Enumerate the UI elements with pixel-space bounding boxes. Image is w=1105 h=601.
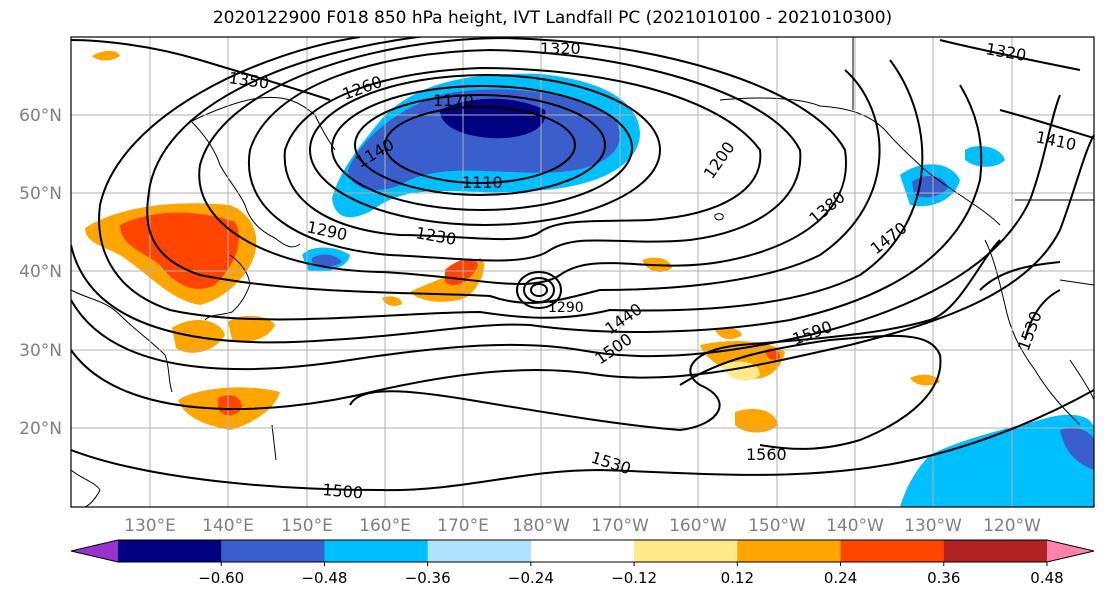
contour-label: 1110 — [462, 173, 503, 192]
colorbar-tick-label: 0.12 — [721, 569, 754, 587]
colorbar-segment — [427, 540, 532, 562]
colorbar-segment — [634, 540, 738, 562]
colorbar-tick-label: 0.24 — [824, 569, 857, 587]
lon-label: 180°W — [512, 516, 570, 536]
lat-label: 20°N — [19, 419, 62, 439]
colorbar-tick-label: 0.48 — [1030, 569, 1063, 587]
colorbar-tick-label: −0.12 — [611, 569, 657, 587]
contour-label: 1320 — [540, 39, 581, 58]
colorbar-outline — [70, 539, 1095, 563]
lon-label: 140°E — [202, 516, 254, 536]
colorbar-segment — [840, 540, 945, 562]
lat-label: 50°N — [19, 184, 62, 204]
contour-label: 1500 — [322, 480, 364, 502]
contour-label: 1170 — [433, 91, 474, 110]
lat-label: 60°N — [19, 106, 62, 126]
colorbar-tick-label: −0.48 — [301, 569, 347, 587]
lon-label: 160°W — [669, 516, 727, 536]
map-frame — [70, 36, 1095, 508]
map-title: 2020122900 F018 850 hPa height, IVT Land… — [212, 8, 893, 28]
lon-label: 150°W — [748, 516, 806, 536]
colorbar-tick-label: 0.36 — [927, 569, 960, 587]
lon-label: 130°E — [124, 516, 176, 536]
colorbar-extend-high — [1047, 540, 1094, 562]
colorbar-segment — [530, 540, 635, 562]
height-contours — [71, 37, 1094, 492]
contour-label: 1290 — [548, 300, 584, 316]
coastlines — [71, 37, 1094, 507]
colorbar-segment — [221, 540, 325, 562]
latitude-labels: 60°N 50°N 40°N 30°N 20°N — [19, 106, 62, 439]
colorbar-tick-label: −0.24 — [508, 569, 554, 587]
colorbar-segment — [737, 540, 842, 562]
colorbar-segment — [324, 540, 429, 562]
lat-label: 30°N — [19, 341, 62, 361]
lon-label: 150°E — [281, 516, 333, 536]
colorbar-segment — [118, 540, 222, 562]
lon-label: 140°W — [826, 516, 884, 536]
ivt-positive-shading — [85, 50, 940, 433]
lat-label: 40°N — [19, 262, 62, 282]
contour-label: 1560 — [746, 445, 787, 464]
lon-label: 170°E — [437, 516, 489, 536]
lon-label: 130°W — [904, 516, 962, 536]
colorbar: −0.60 −0.48 −0.36 −0.24 −0.12 0.12 0.24 0.36 0.4… — [70, 539, 1095, 587]
lon-label: 160°E — [359, 516, 411, 536]
longitude-labels: 130°E 140°E 150°E 160°E 170°E 180°W 170°… — [124, 516, 1041, 536]
lon-label: 120°W — [983, 516, 1041, 536]
colorbar-tick-label: −0.60 — [198, 569, 244, 587]
lon-label: 170°W — [591, 516, 649, 536]
colorbar-segment — [943, 540, 1048, 562]
colorbar-extend-low — [71, 540, 118, 562]
colorbar-tick-label: −0.36 — [405, 569, 451, 587]
